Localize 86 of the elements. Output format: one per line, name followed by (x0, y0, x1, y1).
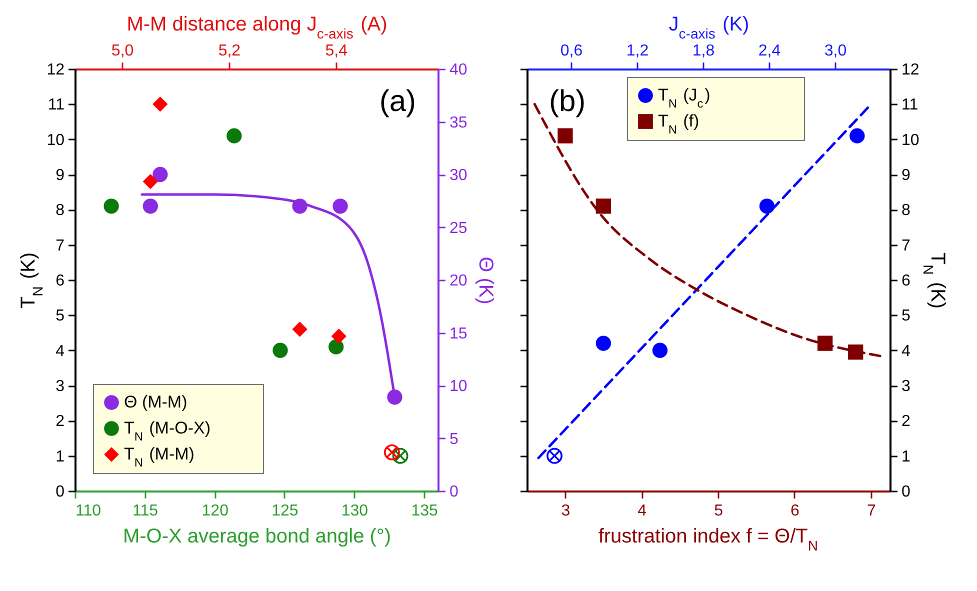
point (558, 128, 573, 144)
y-tick-label: 12 (46, 62, 65, 78)
point (850, 128, 865, 144)
y-tick-label: 9 (56, 167, 65, 184)
point (272, 342, 288, 358)
y2-tick-label: 30 (450, 167, 468, 184)
y2-tick-label: 25 (450, 220, 468, 237)
point (328, 339, 344, 354)
y-tick-label: 11 (48, 96, 65, 114)
y-tick-label: 7 (56, 237, 65, 254)
point (152, 96, 168, 112)
y-tick-label: 7 (902, 237, 910, 254)
y2-tick-label: 40 (450, 62, 468, 78)
y-tick-label: 5 (902, 308, 910, 325)
annotation: (b) (549, 85, 586, 118)
y-tick-label: 4 (56, 342, 65, 360)
x-tick-label: 115 (132, 502, 158, 520)
legend-label: Θ (M-M) (124, 392, 188, 412)
point (142, 198, 158, 214)
legend-label: T$_{N}$ (f) (658, 112, 700, 136)
y-tick-label: 11 (902, 96, 918, 114)
x2-tick-label: 5,0 (111, 42, 134, 60)
y2-tick-label: 10 (450, 378, 468, 395)
point (292, 322, 308, 337)
y-tick-label: 8 (902, 202, 910, 220)
y2-tick-label: 0 (450, 484, 458, 500)
point (226, 128, 242, 144)
x-tick-label: 3 (561, 502, 570, 520)
x-axis-title: frustration index f = Θ/T$_{N}$ (598, 526, 818, 554)
y2-tick-label: 5 (450, 430, 458, 448)
point (331, 328, 346, 344)
x2-tick-label: 0,6 (560, 42, 583, 60)
y-tick-label: 1 (56, 448, 65, 466)
point (384, 444, 400, 460)
x-tick-label: 130 (341, 502, 368, 520)
x-axis-title: M-O-X average bond angle (°) (122, 526, 392, 548)
x2-tick-label: 2,4 (758, 42, 781, 60)
x-tick-label: 4 (638, 502, 647, 520)
y-tick-label: 6 (902, 272, 910, 290)
legend-label: T$_{N}$ (M-M) (124, 444, 194, 470)
y-tick-label: 3 (902, 378, 910, 395)
point (332, 198, 348, 214)
y-tick-label: 10 (902, 132, 920, 149)
point (546, 448, 562, 464)
y-tick-label: 2 (56, 413, 65, 430)
y2-tick-label: 20 (450, 272, 468, 290)
x-tick-label: 135 (411, 502, 438, 520)
y-tick-label: 6 (56, 272, 65, 290)
point (596, 336, 612, 351)
point (392, 448, 408, 464)
x2-tick-label: 1,8 (692, 42, 715, 60)
x-tick-label: 7 (866, 502, 876, 520)
y-tick-label: 1 (902, 448, 910, 466)
y-tick-label: 10 (46, 132, 65, 149)
point (152, 166, 168, 182)
y-tick-label: 3 (56, 378, 65, 395)
y-tick-label: 2 (902, 413, 910, 430)
point (759, 198, 775, 214)
y2-tick-label: 35 (450, 114, 468, 132)
y2-tick-label: 15 (450, 325, 468, 342)
y-tick-label: 0 (902, 484, 910, 500)
y-tick-label: 0 (56, 484, 65, 500)
x2-tick-label: 5,4 (325, 42, 348, 60)
x-tick-label: 120 (202, 502, 229, 520)
x2-tick-label: 5,2 (218, 42, 241, 60)
y-tick-label: 8 (56, 202, 65, 220)
x-tick-label: 125 (272, 502, 298, 520)
x-tick-label: 110 (76, 502, 102, 520)
x2-tick-label: 3,0 (824, 42, 847, 60)
point (596, 198, 612, 214)
x-tick-label: 5 (714, 502, 724, 520)
x2-axis-title: M-M distance along J$_{c-axis}$ (A) (126, 14, 388, 42)
y-tick-label: 4 (902, 342, 910, 360)
point (652, 342, 668, 358)
legend-label: T$_{N}$ (J$_{c}$) (658, 86, 710, 110)
x2-axis-title: J$_{c-axis}$ (K) (668, 14, 750, 42)
y-tick-label: 9 (902, 167, 910, 184)
y-tick-label: 5 (56, 308, 65, 325)
y2-axis-title: Θ (K) (474, 256, 496, 304)
y-tick-label: 12 (902, 62, 920, 78)
x2-tick-label: 1,2 (626, 42, 649, 60)
annotation: (a) (379, 85, 416, 118)
point (104, 198, 119, 214)
point (142, 174, 158, 190)
legend-label: T$_{N}$ (M-O-X) (124, 418, 210, 444)
x-tick-label: 6 (790, 502, 800, 520)
